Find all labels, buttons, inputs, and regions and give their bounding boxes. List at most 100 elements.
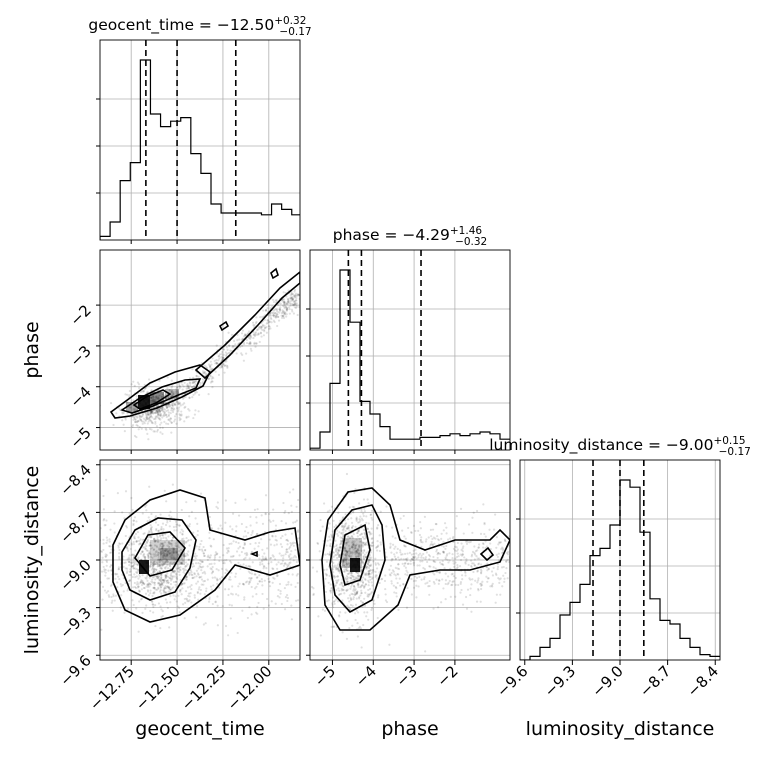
scatter-point xyxy=(451,572,454,575)
histogram-steps-geocent_time xyxy=(100,59,300,240)
scatter-point xyxy=(146,417,149,420)
scatter-point xyxy=(346,576,349,579)
scatter-point xyxy=(154,540,157,543)
scatter-point xyxy=(164,536,168,540)
scatter-point xyxy=(179,548,183,551)
scatter-point xyxy=(158,413,161,416)
scatter-point xyxy=(470,564,473,568)
scatter-point xyxy=(187,384,190,388)
scatter-point xyxy=(422,552,425,556)
scatter-point xyxy=(170,390,174,393)
scatter-point xyxy=(229,559,232,563)
scatter-point xyxy=(147,556,150,559)
scatter-point xyxy=(195,380,198,383)
scatter-point xyxy=(184,601,187,604)
scatter-point xyxy=(224,499,227,502)
scatter-point xyxy=(291,293,295,296)
scatter-point xyxy=(187,385,190,388)
scatter-point xyxy=(159,573,162,576)
scatter-point xyxy=(264,309,268,312)
scatter-point xyxy=(214,601,217,604)
scatter-point xyxy=(162,554,165,557)
scatter-point xyxy=(180,528,183,531)
scatter-point xyxy=(279,592,282,595)
scatter-point xyxy=(198,586,201,589)
scatter-point xyxy=(342,531,345,534)
scatter-point xyxy=(110,548,113,551)
scatter-point xyxy=(255,532,258,536)
scatter-point xyxy=(177,410,180,413)
scatter-point xyxy=(269,307,272,310)
scatter-point xyxy=(157,553,160,557)
scatter-point xyxy=(169,405,172,408)
scatter-point xyxy=(325,573,328,576)
scatter-point xyxy=(168,519,172,523)
scatter-point xyxy=(294,302,297,305)
scatter-point xyxy=(163,562,166,565)
scatter-point xyxy=(349,551,352,554)
scatter-point xyxy=(202,623,205,626)
scatter-point xyxy=(262,334,265,337)
scatter-point xyxy=(230,571,233,574)
scatter-point xyxy=(260,327,263,330)
scatter-point xyxy=(112,593,115,596)
scatter-point xyxy=(498,578,501,581)
scatter-point xyxy=(249,334,252,337)
scatter-point xyxy=(139,552,143,555)
scatter-point xyxy=(363,548,366,552)
scatter-point xyxy=(152,417,156,421)
scatter-point xyxy=(321,525,324,528)
scatter-point xyxy=(287,573,290,576)
scatter-point xyxy=(244,498,247,501)
scatter-point xyxy=(168,525,171,528)
scatter-point xyxy=(135,568,138,571)
scatter-point xyxy=(245,341,249,345)
scatter-point xyxy=(406,562,409,566)
scatter-point xyxy=(237,514,241,517)
scatter-point xyxy=(496,568,499,571)
scatter-point xyxy=(344,547,347,550)
scatter-point xyxy=(140,415,143,418)
scatter-point xyxy=(253,342,256,346)
scatter-point xyxy=(252,333,255,337)
density-cell xyxy=(342,538,362,568)
scatter-point xyxy=(289,296,293,299)
scatter-point xyxy=(162,589,165,592)
scatter-point xyxy=(435,578,438,581)
scatter-point xyxy=(171,402,174,405)
scatter-point xyxy=(167,403,170,407)
scatter-point xyxy=(181,559,185,562)
scatter-point xyxy=(172,594,175,597)
scatter-point xyxy=(355,592,358,596)
scatter-point xyxy=(171,404,175,407)
scatter-point xyxy=(396,567,399,570)
scatter-point xyxy=(156,430,159,433)
scatter-point xyxy=(148,535,152,538)
scatter-point xyxy=(208,364,212,367)
scatter-point xyxy=(288,547,291,550)
scatter-point xyxy=(166,521,169,524)
scatter-point xyxy=(235,593,238,596)
scatter-point xyxy=(266,303,269,307)
scatter-point xyxy=(478,557,481,560)
scatter-point xyxy=(477,546,480,549)
scatter-point xyxy=(197,410,200,413)
scatter-point xyxy=(183,582,186,585)
scatter-point xyxy=(155,425,159,428)
scatter-point xyxy=(173,402,177,405)
scatter-point xyxy=(242,359,245,362)
scatter-point xyxy=(187,550,190,553)
scatter-point xyxy=(137,570,140,573)
scatter-point xyxy=(150,528,153,531)
scatter-point xyxy=(358,533,362,537)
scatter-point xyxy=(162,591,166,594)
scatter-point xyxy=(142,389,145,392)
scatter-point xyxy=(334,554,337,557)
scatter-point xyxy=(132,408,135,411)
scatter-point xyxy=(272,309,275,312)
scatter-point xyxy=(336,547,339,550)
scatter-point xyxy=(414,548,417,551)
scatter-point xyxy=(457,555,460,558)
scatter-point xyxy=(335,579,338,582)
scatter-point xyxy=(159,586,162,589)
